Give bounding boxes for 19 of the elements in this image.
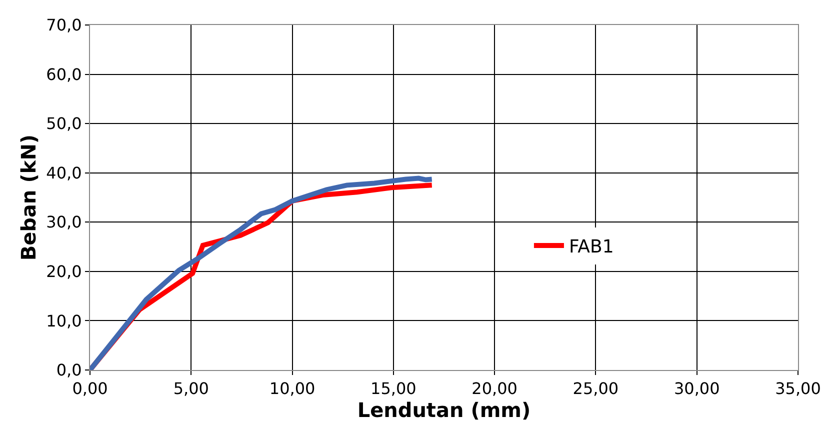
legend-label: FAB1 [568,236,614,258]
y-tick-label: 50,0 [46,114,82,134]
y-tick-label: 60,0 [46,64,82,84]
x-tick-label: 20,00 [472,379,518,398]
x-axis-title: Lendutan (mm) [357,398,531,422]
x-tick-label: 25,00 [572,379,619,398]
y-tick-label: 30,0 [46,212,82,232]
x-tick-label: 35,00 [775,379,821,398]
y-tick-label: 40,0 [46,163,82,182]
y-tick-label: 20,0 [46,262,82,282]
x-tick-label: 30,00 [674,379,720,398]
y-tick-label: 70,0 [46,16,82,35]
x-tick-label: 0,00 [72,379,108,398]
y-tick-label: 0,0 [56,360,82,380]
y-tick-label: 10,0 [46,311,82,330]
x-tick-label: 5,00 [173,379,209,398]
x-tick-label: 15,00 [370,379,416,398]
x-tick-label: 10,00 [269,379,316,398]
y-axis-title: Beban (kN) [16,134,41,261]
